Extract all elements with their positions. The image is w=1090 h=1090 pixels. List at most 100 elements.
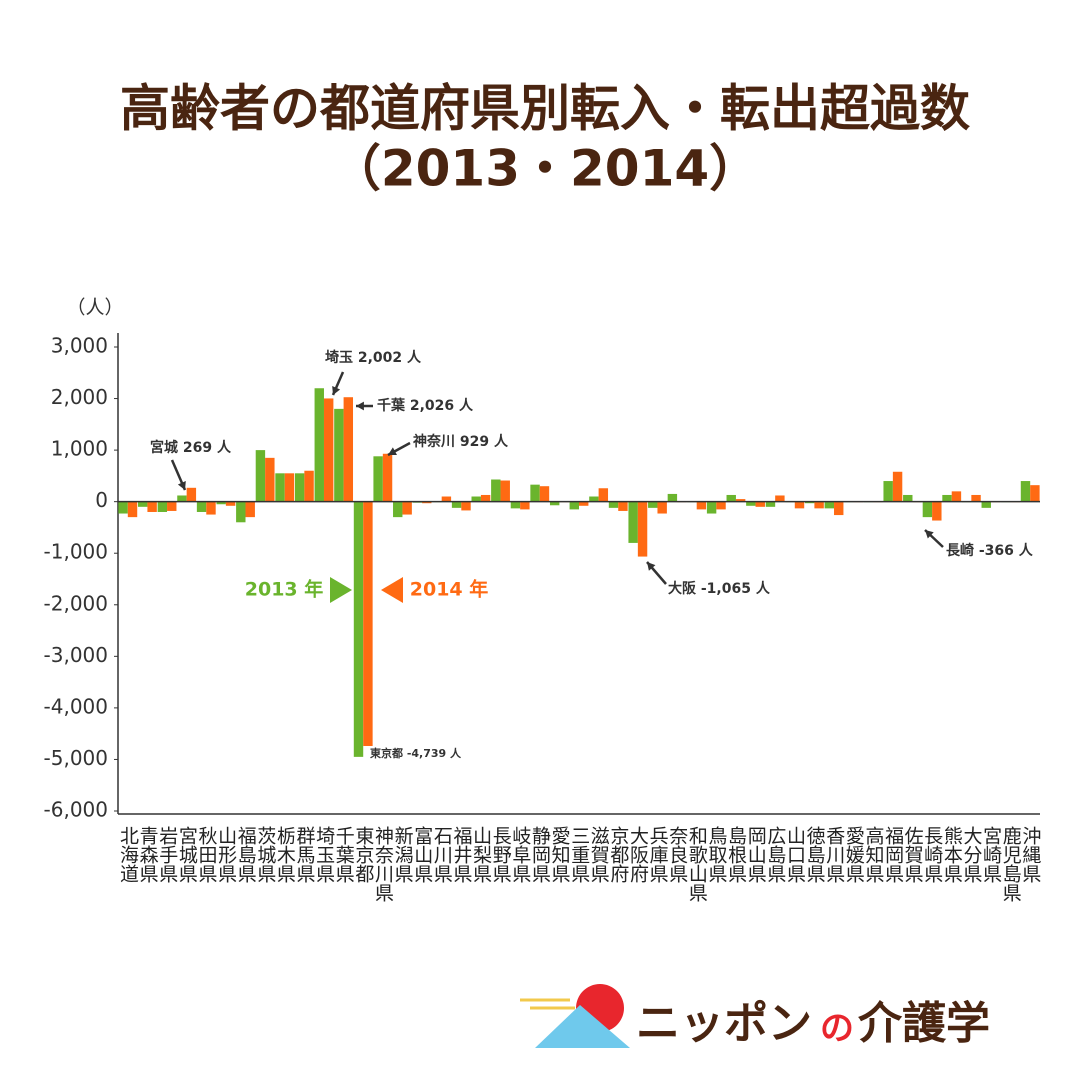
annotation: 東京都 -4,739 人 [370, 746, 462, 760]
y-tick-label: -4,000 [44, 694, 108, 718]
x-tick-label: 石川県 [430, 826, 453, 883]
x-tick-label: 佐賀県 [901, 826, 924, 883]
bar [323, 398, 334, 502]
bar [657, 501, 667, 514]
bar [206, 501, 216, 515]
logo-particle: の [820, 1009, 854, 1049]
bar [589, 496, 599, 502]
bar [500, 480, 510, 502]
logo-name: 介護学 [858, 998, 990, 1049]
bar [402, 501, 412, 515]
bar [167, 501, 177, 511]
bar [373, 456, 383, 502]
bar [716, 501, 726, 510]
x-tick-label: 山口県 [783, 826, 806, 883]
bar [735, 499, 746, 502]
legend-label: 2013 年 [245, 578, 324, 601]
bar [648, 501, 658, 508]
legend-label: 2014 年 [410, 578, 489, 601]
x-tick-label: 高知県 [862, 826, 885, 883]
bar [598, 488, 609, 502]
x-tick-label: 青森県 [136, 826, 159, 883]
bar [510, 501, 521, 509]
bar [951, 491, 962, 502]
annotation: 神奈川 929 人 [413, 433, 509, 450]
bar [569, 501, 579, 510]
logo-mountain [535, 1005, 630, 1048]
x-tick-label: 岐阜県 [509, 826, 532, 883]
y-tick-label: -3,000 [44, 643, 108, 667]
x-tick-label: 鹿児島県 [999, 826, 1022, 902]
bar [637, 501, 648, 557]
bar [608, 501, 619, 508]
x-tick-label: 山形県 [215, 826, 238, 883]
bar [922, 501, 933, 518]
annotation: 大阪 -1,065 人 [668, 580, 771, 597]
bar [196, 501, 207, 512]
bar [363, 501, 373, 746]
x-tick-label: 広島県 [764, 826, 787, 883]
bar [382, 453, 393, 502]
x-tick-label: 秋田県 [195, 826, 218, 883]
annotation-arrowhead [356, 401, 364, 411]
bar [157, 501, 168, 512]
y-tick-label: 0 [95, 488, 108, 512]
x-tick-label: 福井県 [450, 826, 473, 883]
logo-brand: ニッポン [636, 998, 812, 1049]
x-tick-label: 滋賀県 [587, 826, 610, 883]
bar [294, 473, 305, 502]
bar [530, 484, 540, 502]
x-tick-label: 徳島県 [803, 826, 826, 883]
bar [186, 487, 197, 502]
bar [706, 501, 717, 514]
bar [726, 494, 736, 502]
legend-marker [330, 577, 352, 603]
bar [343, 397, 354, 502]
bar [618, 501, 628, 511]
x-tick-label: 長野県 [489, 826, 512, 883]
annotation-arrowhead [925, 530, 934, 539]
y-tick-label: 3,000 [51, 334, 108, 358]
bar [794, 501, 805, 509]
annotation-arrowhead [177, 481, 186, 490]
annotation: 埼玉 2,002 人 [325, 349, 422, 366]
y-tick-label: 1,000 [51, 437, 108, 461]
chart-title: 高齢者の都道府県別転入・転出超過数 [120, 80, 970, 138]
x-tick-label: 奈良県 [666, 826, 689, 883]
bar [138, 501, 148, 507]
bar [461, 501, 471, 511]
x-tick-label: 埼玉県 [313, 826, 336, 883]
x-tick-label: 長崎県 [921, 826, 944, 883]
x-tick-label: 静岡県 [528, 826, 551, 883]
x-tick-label: 京都府 [607, 826, 630, 883]
bar [696, 501, 707, 510]
bar [814, 501, 824, 509]
bar [314, 388, 324, 502]
x-tick-label: 和歌山県 [685, 826, 708, 902]
y-unit: （人） [66, 297, 123, 319]
bar [903, 494, 913, 502]
legend-marker [381, 577, 403, 603]
x-tick-label: 香川県 [823, 826, 846, 883]
bar [216, 501, 226, 505]
x-tick-label: 富山県 [411, 826, 434, 883]
bar [971, 494, 981, 502]
y-tick-label: -5,000 [44, 746, 108, 770]
x-tick-label: 群馬県 [293, 826, 316, 883]
x-tick-label: 愛知県 [548, 826, 571, 883]
annotation: 長崎 -366 人 [946, 542, 1034, 559]
y-tick-label: -2,000 [44, 591, 108, 615]
bar [942, 494, 952, 502]
bar [755, 501, 765, 507]
x-tick-label: 新潟県 [391, 826, 414, 883]
bar [775, 495, 785, 502]
bar [236, 501, 246, 523]
bar [275, 473, 285, 502]
annotation: 宮城 269 人 [150, 439, 232, 456]
bar [667, 493, 678, 502]
bar [746, 501, 756, 506]
bar [1030, 485, 1040, 502]
bar [539, 486, 550, 502]
bar [628, 501, 638, 543]
